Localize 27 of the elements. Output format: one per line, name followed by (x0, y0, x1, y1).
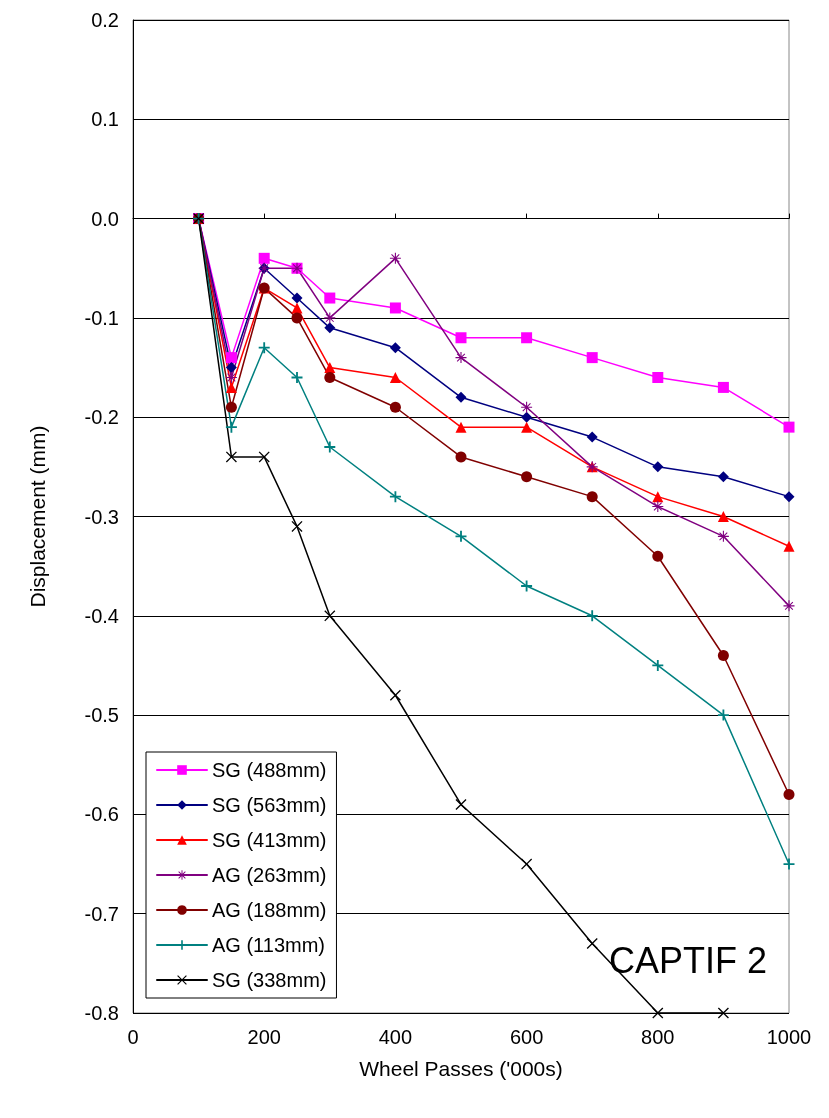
y-tick-label: -0.6 (84, 803, 119, 826)
legend-label: SG (563mm) (212, 794, 327, 816)
legend-label: AG (263mm) (212, 864, 327, 886)
y-axis-title: Displacement (mm) (26, 425, 49, 608)
x-tick-label: 600 (509, 1026, 544, 1048)
legend-label: SG (338mm) (212, 969, 327, 991)
y-tick-label: -0.2 (84, 406, 119, 429)
annotation: CAPTIF 2 (608, 939, 767, 981)
x-axis-title: Wheel Passes ('000s) (359, 1057, 563, 1080)
x-tick-label: 400 (378, 1026, 413, 1048)
y-tick-label: -0.4 (84, 604, 119, 627)
x-tick-label: 0 (127, 1026, 139, 1048)
y-tick-label: -0.1 (84, 306, 119, 329)
y-tick-label: 0.1 (91, 108, 119, 131)
legend-label: SG (413mm) (212, 829, 327, 851)
x-tick-label: 800 (641, 1026, 675, 1048)
y-tick-label: -0.5 (84, 704, 119, 727)
y-tick-label: 0.2 (91, 9, 119, 31)
y-tick-label: 0.0 (91, 207, 119, 230)
y-tick-label: -0.8 (84, 1002, 119, 1024)
legend-label: SG (488mm) (212, 759, 327, 781)
y-tick-label: -0.3 (84, 505, 119, 528)
x-tick-label: 1000 (766, 1026, 812, 1048)
legend-label: AG (188mm) (212, 899, 327, 921)
legend-label: AG (113mm) (212, 934, 325, 956)
y-tick-label: -0.7 (84, 902, 119, 925)
x-tick-label: 200 (247, 1026, 281, 1048)
